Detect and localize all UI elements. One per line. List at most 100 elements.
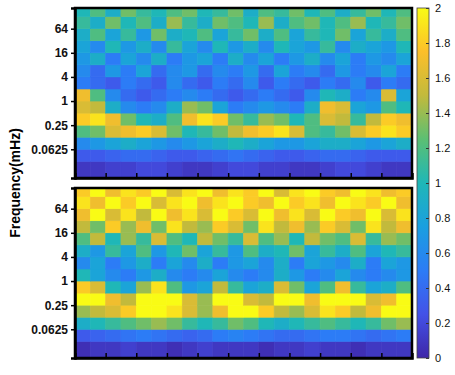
heatmap-cell: [397, 161, 412, 178]
heatmap-cell: [397, 317, 412, 329]
heatmap-cell: [274, 188, 289, 197]
heatmap-cell: [335, 329, 350, 341]
heatmap-cell: [106, 245, 121, 257]
heatmap-cell: [136, 329, 151, 341]
heatmap-cell: [381, 137, 396, 149]
heatmap-cell: [136, 149, 151, 161]
heatmap-cell: [213, 41, 228, 53]
heatmap-cell: [90, 188, 105, 197]
heatmap-cell: [320, 209, 335, 221]
heatmap-cell: [305, 188, 320, 197]
heatmap-cell: [274, 149, 289, 161]
heatmap-cell: [289, 341, 304, 358]
heatmap-cell: [244, 161, 259, 178]
heatmap-cell: [213, 257, 228, 269]
heatmap-cell: [397, 113, 412, 125]
heatmap-cell: [136, 257, 151, 269]
heatmap-cell: [244, 53, 259, 65]
heatmap-cell: [289, 29, 304, 41]
heatmap-cell: [320, 257, 335, 269]
heatmap-cell: [381, 221, 396, 233]
heatmap-cell: [381, 29, 396, 41]
heatmap-cell: [152, 17, 167, 29]
heatmap-cell: [351, 65, 366, 77]
heatmap-cell: [305, 269, 320, 281]
heatmap-cell: [351, 293, 366, 305]
heatmap-cell: [366, 197, 381, 209]
heatmap-cell: [259, 209, 274, 221]
heatmap-cell: [167, 8, 182, 17]
heatmap-cell: [244, 89, 259, 101]
colorbar-tick-mark: [426, 113, 429, 114]
heatmap-cell: [106, 269, 121, 281]
heatmap-cell: [167, 53, 182, 65]
heatmap-cell: [320, 221, 335, 233]
heatmap-cell: [351, 161, 366, 178]
colorbar-tick-mark: [426, 218, 429, 219]
heatmap-cell: [305, 197, 320, 209]
heatmap-cell: [351, 209, 366, 221]
heatmap-cell: [121, 89, 136, 101]
heatmap-cell: [75, 89, 90, 101]
heatmap-cell: [244, 41, 259, 53]
heatmap-cell: [305, 17, 320, 29]
heatmap-cell: [274, 281, 289, 293]
heatmap-cell: [198, 245, 213, 257]
heatmap-cell: [259, 341, 274, 358]
heatmap-cell: [289, 53, 304, 65]
heatmap-cell: [152, 53, 167, 65]
heatmap-cell: [320, 188, 335, 197]
heatmap-cell: [335, 161, 350, 178]
heatmap-cell: [397, 53, 412, 65]
y-tick-label: 0.0625: [31, 323, 68, 337]
heatmap-cell: [381, 188, 396, 197]
heatmap-cell: [289, 8, 304, 17]
heatmap-cell: [90, 8, 105, 17]
heatmap-cell: [228, 137, 243, 149]
heatmap-cell: [366, 29, 381, 41]
heatmap-cell: [289, 293, 304, 305]
heatmap-cell: [182, 188, 197, 197]
heatmap-cell: [335, 341, 350, 358]
heatmap-cell: [228, 65, 243, 77]
heatmap-cell: [289, 77, 304, 89]
heatmap-cell: [335, 257, 350, 269]
heatmap-cell: [106, 77, 121, 89]
heatmap-cell: [274, 125, 289, 137]
heatmap-cell: [182, 221, 197, 233]
heatmap-cell: [121, 293, 136, 305]
heatmap-cell: [274, 53, 289, 65]
heatmap-cell: [305, 305, 320, 317]
heatmap-cell: [274, 209, 289, 221]
heatmap-cell: [106, 125, 121, 137]
heatmap-cell: [167, 221, 182, 233]
heatmap-cell: [167, 29, 182, 41]
heatmap-cell: [320, 101, 335, 113]
heatmap-cell: [90, 125, 105, 137]
heatmap-cell: [167, 65, 182, 77]
heatmap-cell: [335, 65, 350, 77]
heatmap-cell: [366, 317, 381, 329]
panel-frame: [75, 8, 412, 178]
heatmap-cell: [381, 209, 396, 221]
heatmap-cell: [305, 41, 320, 53]
heatmap-cell: [213, 305, 228, 317]
heatmap-cell: [182, 161, 197, 178]
heatmap-cell: [106, 341, 121, 358]
colorbar-tick-mark: [426, 148, 429, 149]
colorbar-tick: 1.2: [426, 142, 450, 154]
heatmap-cell: [259, 89, 274, 101]
heatmap-cell: [228, 53, 243, 65]
heatmap-cell: [305, 77, 320, 89]
heatmap-cell: [244, 137, 259, 149]
heatmap-cell: [136, 41, 151, 53]
heatmap-cell: [213, 188, 228, 197]
heatmap-cell: [259, 317, 274, 329]
heatmap-cell: [381, 257, 396, 269]
figure: 0.06250.251416640.06250.25141664Frequenc…: [0, 0, 455, 375]
heatmap-cell: [167, 293, 182, 305]
heatmap-cell: [305, 89, 320, 101]
heatmap-cell: [259, 65, 274, 77]
heatmap-cell: [90, 329, 105, 341]
heatmap-cell: [90, 29, 105, 41]
